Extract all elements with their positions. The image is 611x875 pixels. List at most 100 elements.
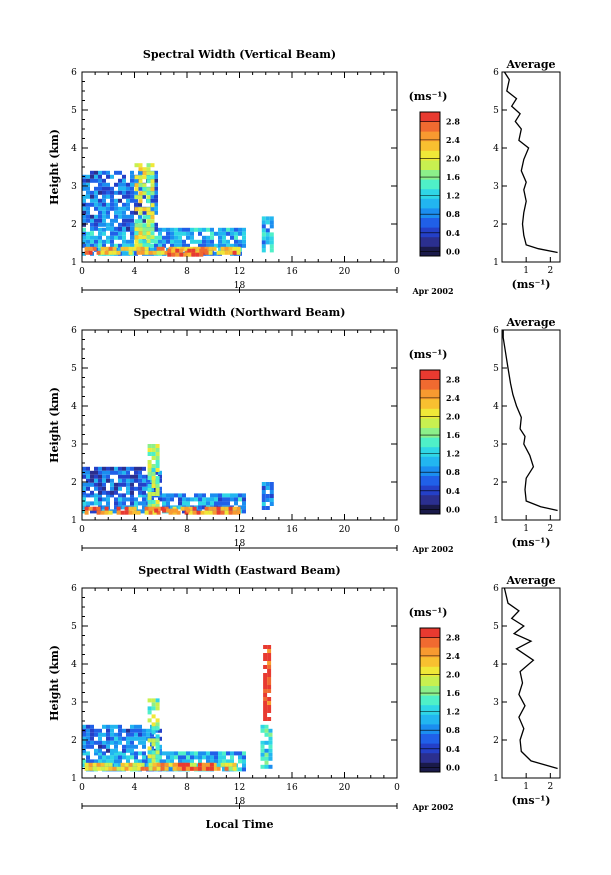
heatmap-cell: [122, 744, 126, 749]
heatmap-cell: [110, 482, 114, 487]
heatmap-cell: [98, 501, 102, 506]
heatmap-cell: [130, 486, 134, 491]
heatmap-cell: [182, 509, 186, 514]
heatmap-cell: [158, 748, 162, 753]
heatmap-cell: [124, 246, 129, 251]
heatmap-cell: [98, 466, 102, 471]
heatmap-cell: [222, 497, 226, 502]
heatmap-cell: [208, 246, 213, 251]
heatmap-cell: [118, 486, 122, 491]
heatmap-cell: [154, 194, 158, 199]
heatmap-cell: [181, 762, 186, 767]
heatmap-cell: [185, 766, 190, 771]
heatmap-cell: [236, 510, 241, 515]
colorbar-swatch: [420, 379, 440, 390]
heatmap-cell: [265, 236, 270, 241]
heatmap-cell: [166, 235, 170, 240]
heatmap-cell: [178, 755, 182, 760]
heatmap-cell: [226, 751, 230, 756]
heatmap-cell: [86, 186, 90, 191]
heatmap-cell: [122, 728, 126, 733]
heatmap-cell: [132, 246, 137, 251]
x-tick-label: 20: [339, 267, 351, 277]
heatmap-cell: [222, 501, 226, 506]
heatmap-cell: [118, 482, 122, 487]
heatmap-cell: [132, 506, 137, 511]
heatmap-cell: [178, 751, 182, 756]
heatmap-cell: [242, 493, 246, 498]
chart-title: Spectral Width (Eastward Beam): [138, 564, 340, 577]
heatmap-cell: [202, 751, 206, 756]
heatmap-cell: [118, 478, 122, 483]
heatmap-cell: [126, 486, 130, 491]
heatmap-cell: [122, 186, 126, 191]
heatmap-cell: [155, 754, 160, 759]
heatmap-cell: [120, 246, 125, 251]
heatmap-cell: [142, 474, 146, 479]
heatmap-cell: [210, 231, 214, 236]
heatmap-cell: [155, 452, 160, 456]
heatmap-cell: [182, 243, 186, 248]
heatmap-cell: [230, 493, 234, 498]
heatmap-cell: [100, 762, 105, 767]
heatmap-cell: [263, 689, 268, 693]
heatmap-cell: [130, 493, 134, 498]
colorbar-swatch: [420, 398, 440, 409]
heatmap-cell: [150, 732, 154, 737]
heatmap-cell: [147, 496, 152, 500]
heatmap-cell: [216, 250, 221, 255]
average-x-tick-label: 2: [547, 266, 553, 276]
heatmap-cell: [122, 235, 126, 240]
heatmap-cell: [110, 478, 114, 483]
heatmap-cell: [94, 751, 98, 756]
heatmap-cell: [94, 486, 98, 491]
heatmap-cell: [110, 235, 114, 240]
heatmap-cell: [210, 751, 214, 756]
heatmap-cell: [106, 490, 110, 495]
heatmap-cell: [242, 497, 246, 502]
heatmap-cell: [138, 202, 142, 207]
heatmap-cell: [155, 468, 160, 472]
heatmap-cell: [98, 243, 102, 248]
heatmap-cell: [138, 501, 142, 506]
heatmap-cell: [178, 501, 182, 506]
heatmap-cell: [110, 466, 114, 471]
heatmap-cell: [106, 732, 110, 737]
heatmap-cell: [147, 706, 152, 711]
heatmap-cell: [124, 766, 129, 771]
heatmap-cell: [128, 250, 133, 255]
heatmap-cell: [142, 501, 146, 506]
heatmap-cell: [210, 227, 214, 232]
heatmap-cell: [92, 762, 97, 767]
heatmap-cell: [134, 235, 139, 240]
heatmap-cell: [134, 501, 138, 506]
heatmap-cell: [267, 657, 272, 661]
heatmap-cell: [82, 509, 86, 514]
colorbar-swatch: [420, 408, 440, 419]
heatmap-cell: [184, 246, 189, 251]
heatmap-cell: [186, 227, 190, 232]
heatmap-cell: [158, 227, 162, 232]
heatmap-cell: [147, 460, 152, 464]
heatmap-cell: [102, 740, 106, 745]
y-tick-label: 1: [71, 516, 77, 526]
heatmap-cell: [151, 706, 156, 711]
heatmap-cell: [136, 246, 141, 251]
heatmap-cell: [130, 174, 134, 179]
heatmap-cell: [151, 698, 156, 703]
heatmap-cell: [134, 470, 138, 475]
heatmap-cell: [234, 497, 238, 502]
heatmap-cell: [146, 163, 151, 168]
heatmap-cell: [265, 486, 270, 490]
heatmap-cell: [82, 490, 86, 495]
heatmap-cell: [164, 762, 169, 767]
heatmap-cell: [142, 171, 147, 176]
heatmap-cell: [102, 474, 106, 479]
heatmap-cell: [216, 506, 221, 511]
heatmap-cell: [118, 466, 122, 471]
heatmap-cell: [94, 493, 98, 498]
heatmap-cell: [190, 751, 194, 756]
heatmap-cell: [269, 220, 274, 225]
heatmap-cell: [164, 250, 169, 255]
heatmap-cell: [154, 235, 158, 240]
